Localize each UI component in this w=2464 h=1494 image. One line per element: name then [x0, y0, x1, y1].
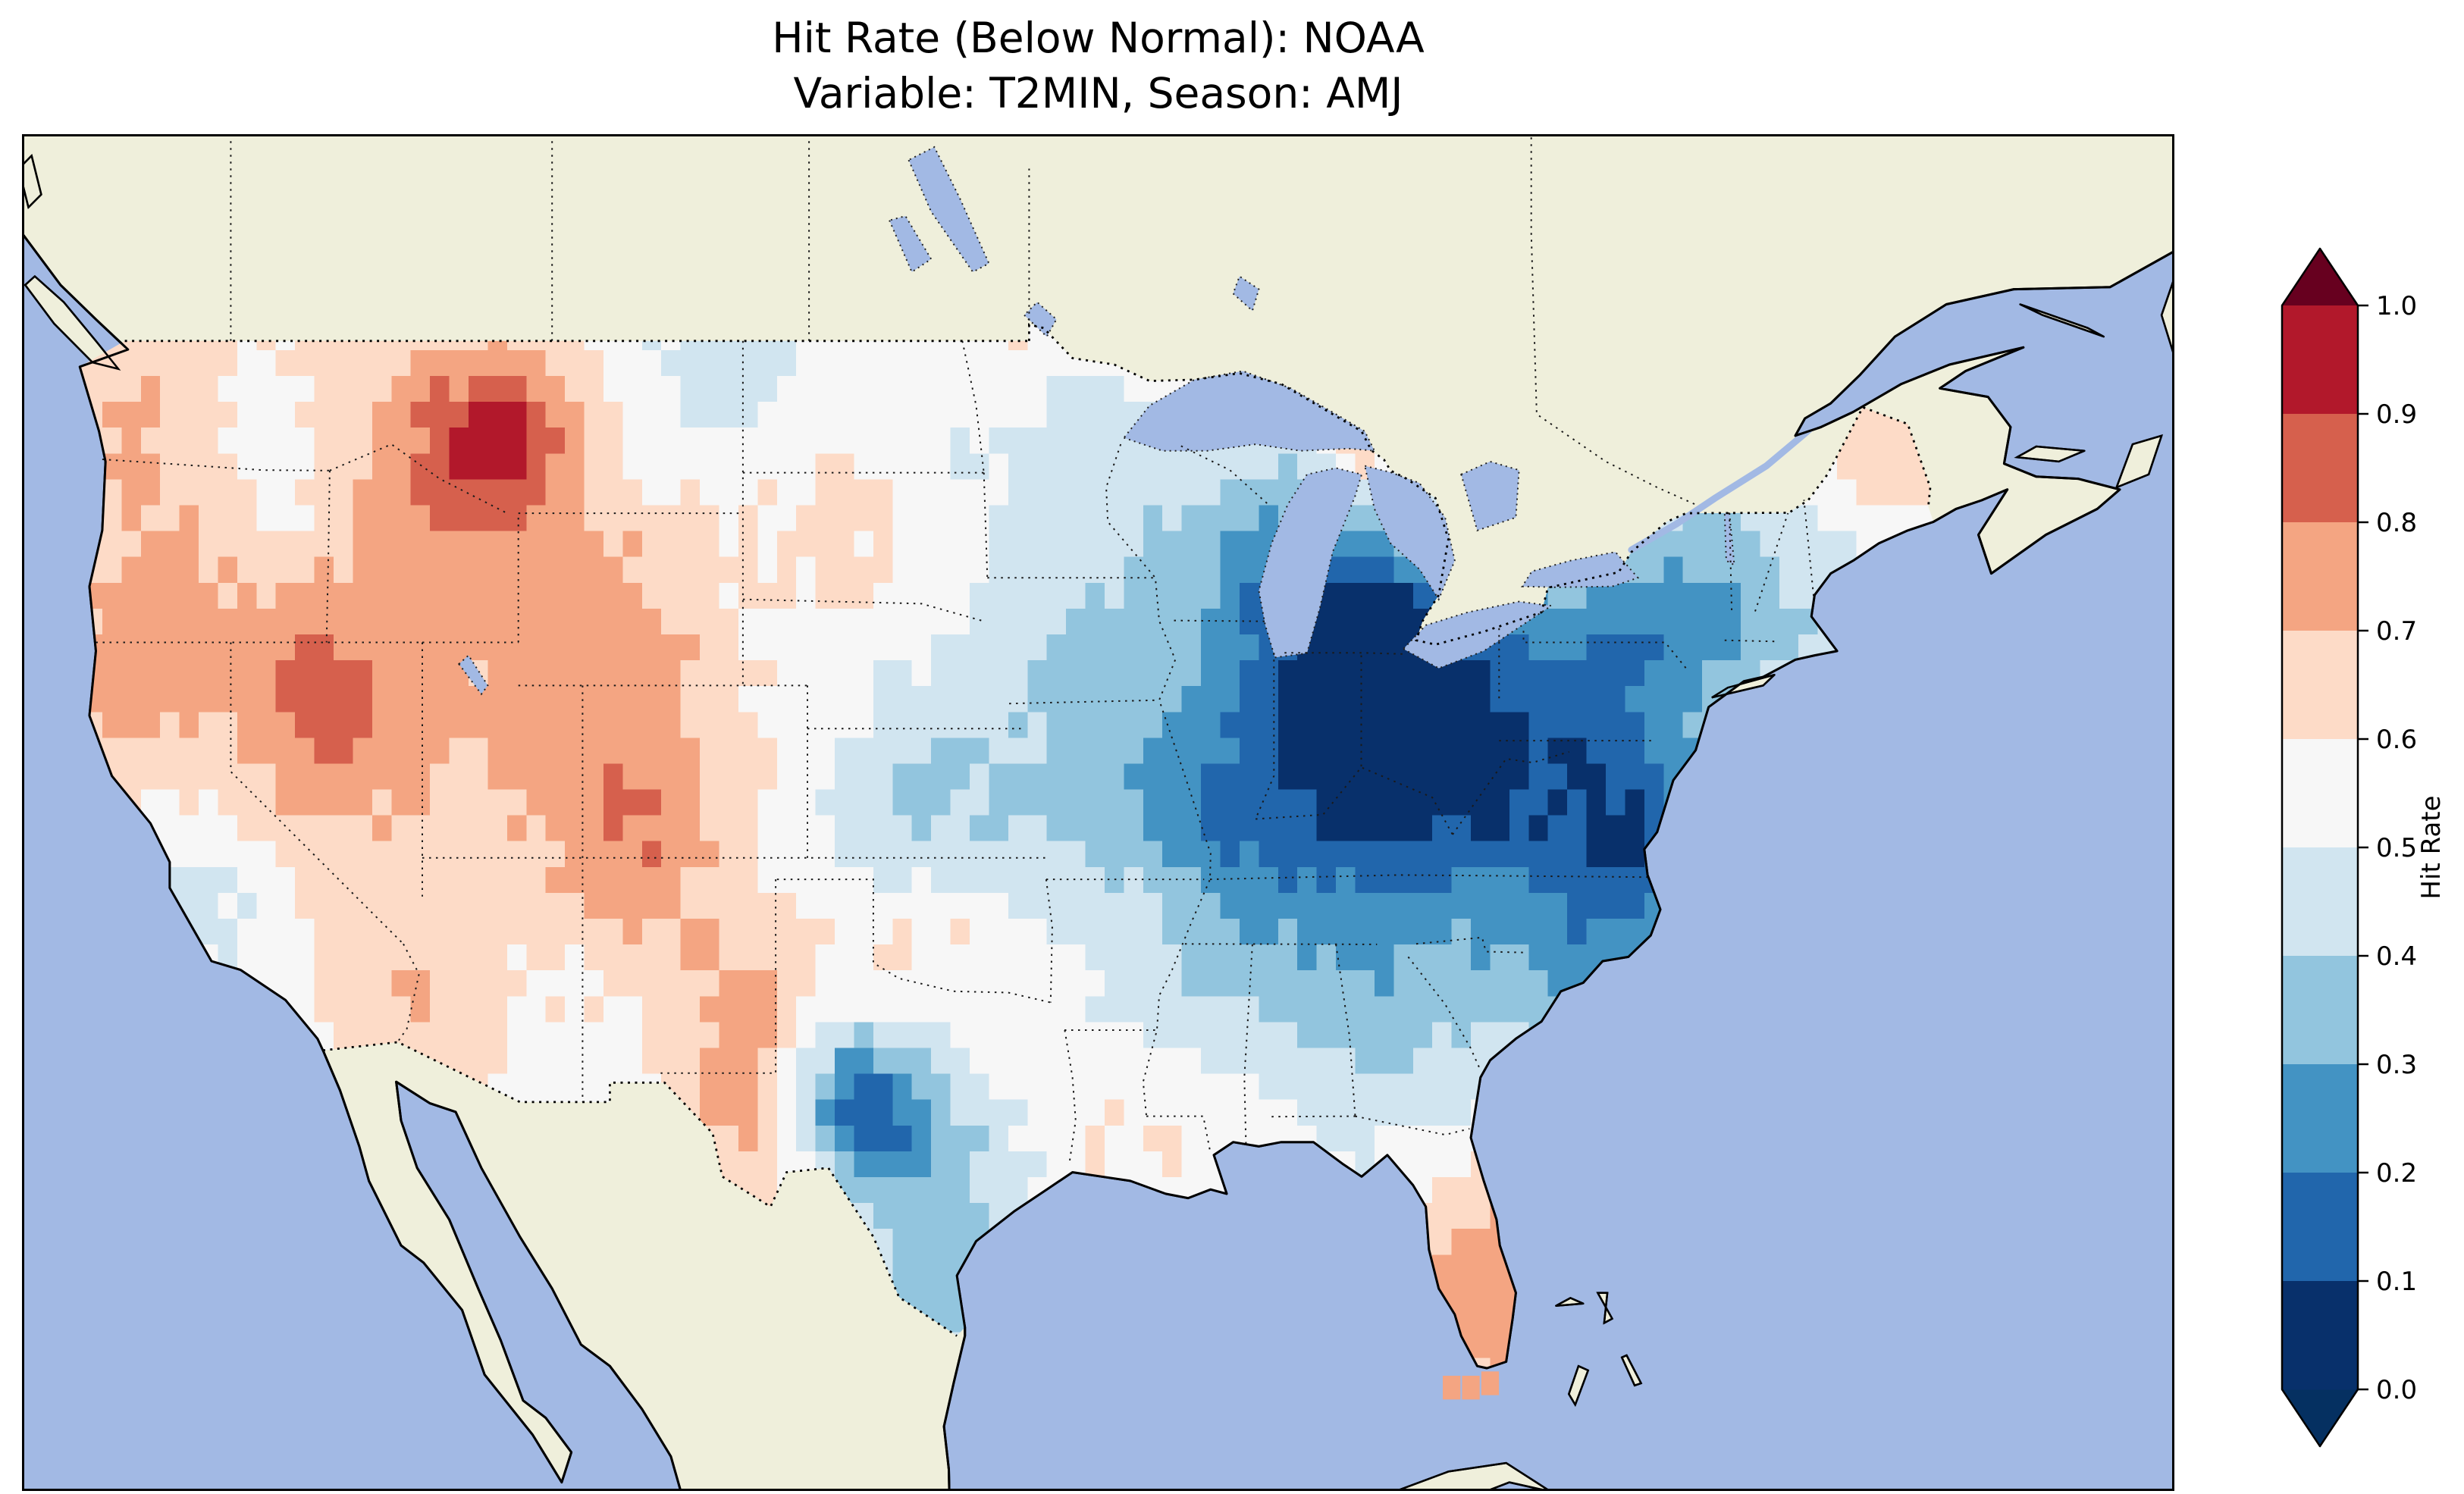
colorbar: 0.0 0.1 0.2 0.3 0.4 0.5 0.6 0.7 0.8 0.9 1.0 Hit Rat…	[2274, 241, 2464, 1461]
island-coastline	[2020, 303, 2105, 338]
province-borders	[230, 134, 1697, 506]
map-frame	[22, 134, 2174, 1491]
island-coastline	[1393, 1461, 1552, 1491]
map-axes	[22, 134, 2174, 1491]
colorbar-tick-label: 1.0	[2376, 291, 2417, 321]
island-coastline	[1620, 1354, 1643, 1387]
chart-title: Hit Rate (Below Normal): NOAA Variable: …	[22, 11, 2174, 121]
island-coastline	[1567, 1364, 1590, 1408]
colorbar-tick-label: 0.4	[2376, 941, 2417, 972]
colorbar-tick-label: 0.6	[2376, 725, 2417, 755]
colorbar-tick-label: 0.7	[2376, 616, 2417, 647]
colorbar-tick-label: 0.0	[2376, 1375, 2417, 1405]
island-coastline	[24, 274, 121, 371]
chart-title-line2: Variable: T2MIN, Season: AMJ	[793, 68, 1403, 117]
colorbar-svg: 0.0 0.1 0.2 0.3 0.4 0.5 0.6 0.7 0.8 0.9 1.0 Hit Rat…	[2281, 247, 2447, 1448]
island-coastline	[1596, 1292, 1614, 1325]
colorbar-over-arrow	[2282, 249, 2358, 305]
us-hit-rate-map	[22, 134, 2174, 1491]
colorbar-axis-label: Hit Rate	[2416, 795, 2447, 899]
colorbar-tick-label: 0.2	[2376, 1158, 2417, 1189]
colorbar-tick-label: 0.3	[2376, 1050, 2417, 1080]
island-coastline	[1555, 1297, 1584, 1307]
colorbar-tick-label: 0.5	[2376, 833, 2417, 863]
florida-keys-cells	[1443, 1371, 1500, 1400]
coastline	[22, 231, 2174, 1491]
colorbar-ticks: 0.0 0.1 0.2 0.3 0.4 0.5 0.6 0.7 0.8 0.9 1.0	[2358, 291, 2417, 1405]
island-coastline	[1711, 673, 1776, 699]
colorbar-bands	[2282, 305, 2358, 1390]
state-borders	[96, 340, 1815, 1164]
colorbar-under-arrow	[2282, 1389, 2358, 1446]
st-lawrence-river	[1628, 397, 1844, 553]
colorbar-tick-label: 0.8	[2376, 508, 2417, 538]
island-coastline	[2014, 445, 2085, 463]
chart-title-line1: Hit Rate (Below Normal): NOAA	[772, 14, 1425, 62]
island-coastline	[2114, 434, 2164, 490]
lakes	[457, 146, 1735, 696]
colorbar-tick-label: 0.1	[2376, 1267, 2417, 1297]
colorbar-tick-label: 0.9	[2376, 399, 2417, 430]
